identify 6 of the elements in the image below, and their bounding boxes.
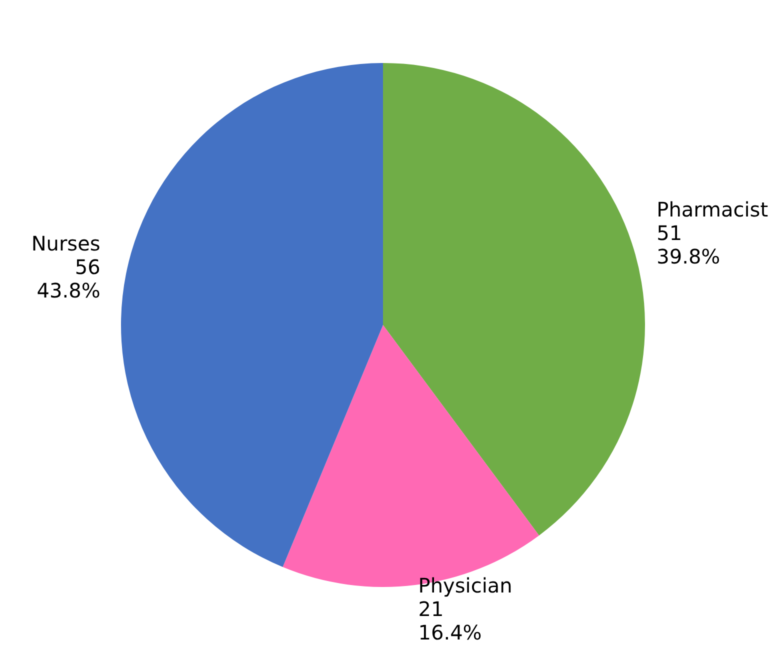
data-label: 51 39.8% bbox=[656, 220, 720, 268]
slice-label: Pharmacist bbox=[656, 197, 768, 222]
slice-label: Physician bbox=[418, 574, 512, 598]
data-label: 56 43.8% bbox=[36, 254, 100, 302]
data-label: 21 16.4% bbox=[418, 597, 482, 645]
slice-label: Nurses bbox=[31, 231, 100, 256]
